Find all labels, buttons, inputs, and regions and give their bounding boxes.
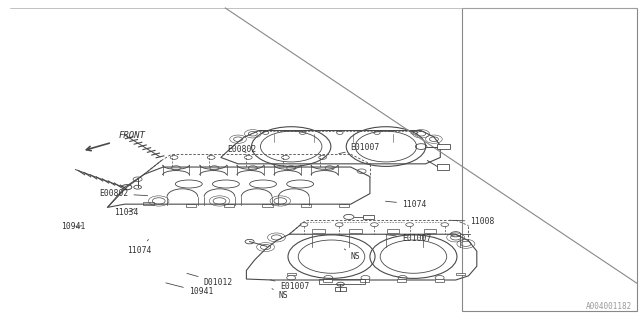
Text: 10941: 10941	[61, 222, 85, 231]
Bar	[262, 204, 273, 207]
Text: A004001182: A004001182	[586, 302, 632, 311]
Text: 11074: 11074	[127, 239, 151, 255]
Bar	[186, 204, 196, 207]
Bar	[312, 229, 325, 233]
Text: E00802: E00802	[99, 189, 148, 198]
Bar	[397, 279, 406, 282]
Bar	[435, 279, 444, 282]
Text: 11034: 11034	[114, 208, 138, 217]
Bar	[456, 273, 465, 275]
Bar	[424, 229, 436, 233]
Text: FRONT: FRONT	[118, 131, 145, 140]
Bar	[339, 204, 349, 207]
Text: E01007: E01007	[339, 143, 380, 154]
Text: NS: NS	[344, 249, 360, 261]
Bar	[360, 279, 369, 282]
Bar	[335, 287, 346, 291]
Text: 11074: 11074	[385, 200, 426, 209]
Bar	[143, 202, 154, 205]
Bar	[224, 204, 234, 207]
Text: E00802: E00802	[227, 145, 257, 154]
Bar	[323, 279, 332, 282]
Text: E01007: E01007	[270, 280, 310, 291]
Text: D01012: D01012	[187, 273, 233, 287]
Bar	[319, 279, 365, 284]
Bar	[387, 229, 399, 233]
Text: 10941: 10941	[166, 283, 213, 296]
Bar	[349, 229, 362, 233]
Bar	[437, 164, 449, 170]
Text: NS: NS	[272, 289, 288, 300]
Bar	[462, 8, 637, 311]
Bar	[437, 144, 450, 149]
Text: 11008: 11008	[449, 217, 495, 226]
Bar	[301, 204, 311, 207]
Bar	[363, 215, 374, 219]
Bar	[287, 273, 296, 275]
Text: E01007: E01007	[385, 234, 431, 243]
